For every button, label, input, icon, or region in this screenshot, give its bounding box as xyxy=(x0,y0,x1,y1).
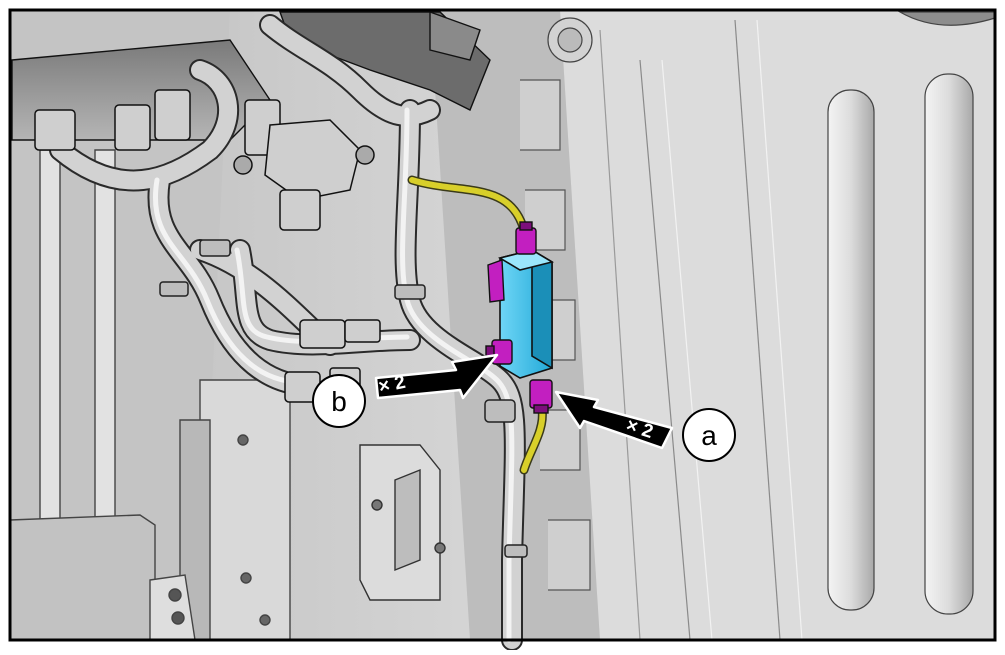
yellow-harness xyxy=(407,175,547,475)
left-frame xyxy=(9,149,291,641)
callout-a-label: a xyxy=(682,408,736,462)
illustration-frame xyxy=(8,8,997,642)
callout-a-letter: a xyxy=(701,420,717,451)
channel-edge xyxy=(520,79,591,591)
connector-left-side xyxy=(487,259,505,303)
callout-b-letter: b xyxy=(331,386,347,417)
wire-harness-grey xyxy=(49,14,528,651)
panel-ribs xyxy=(547,11,996,641)
control-module xyxy=(497,248,555,379)
connector-left xyxy=(485,339,513,365)
connector-lower xyxy=(529,379,553,414)
callout-b-arrow: × 2 xyxy=(374,353,499,400)
mounting-bracket xyxy=(359,444,446,601)
harness-connectors xyxy=(34,89,381,403)
callout-b-label: b xyxy=(312,374,366,428)
connector-upper xyxy=(515,221,537,255)
